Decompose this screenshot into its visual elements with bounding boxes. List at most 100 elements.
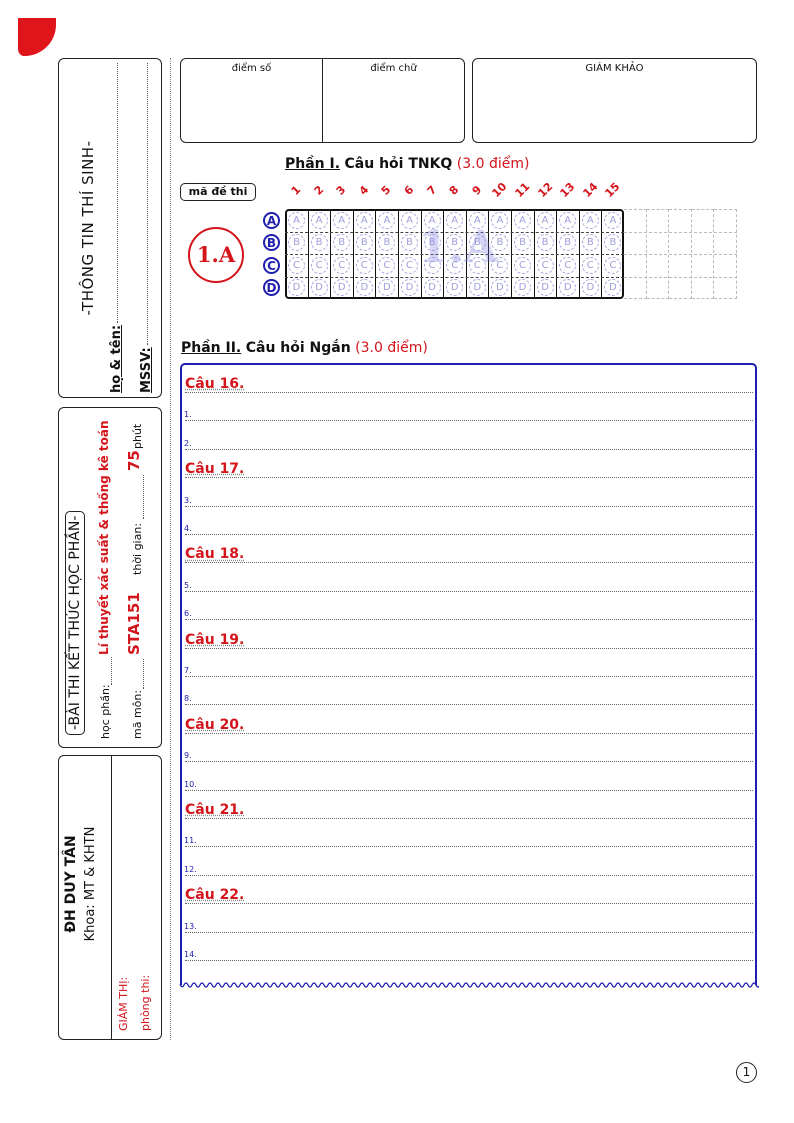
answer-bubble[interactable]: B [559,234,577,251]
answer-bubble[interactable]: A [333,211,351,229]
answer-bubble[interactable]: D [468,279,486,296]
answer-bubble[interactable]: B [491,234,509,251]
answer-line[interactable] [185,562,753,564]
time-unit: phút [131,423,144,449]
part2-title: Phần II. Câu hỏi Ngắn (3.0 điểm) [181,340,428,356]
answer-bubble[interactable]: C [604,256,622,274]
answer-line[interactable] [185,761,753,763]
answer-bubble[interactable]: B [514,234,531,251]
answer-line[interactable] [185,647,753,649]
answer-bubble[interactable]: B [355,234,373,251]
answer-line[interactable] [185,960,753,961]
answer-bubble[interactable]: A [491,211,509,229]
answer-bubble[interactable]: A [536,211,554,229]
answer-bubble[interactable]: A [559,211,577,229]
answer-bubble[interactable]: C [581,256,599,274]
answer-bubble[interactable]: D [401,279,418,296]
answer-bubble[interactable]: A [355,211,373,229]
answer-bubble[interactable]: A [401,211,418,229]
answer-line[interactable] [185,789,753,791]
answer-bubble[interactable]: D [310,279,328,296]
answer-bubble[interactable]: B [446,234,464,251]
answer-bubble[interactable]: D [536,279,554,296]
answer-line[interactable] [185,448,753,450]
answer-bubble[interactable]: D [288,279,305,296]
examiner-label: GIÁM KHẢO [585,63,644,74]
answer-bubble[interactable]: A [604,211,622,229]
answer-bubble[interactable]: A [288,211,305,229]
answer-line[interactable] [185,931,753,933]
answer-bubble[interactable]: A [468,211,486,229]
answer-bubble[interactable]: D [581,279,599,296]
answer-bubble[interactable]: C [401,256,418,274]
answer-line[interactable] [185,874,753,876]
answer-bubble[interactable]: C [559,256,577,274]
id-label: MSSV: [139,347,154,393]
examiner-box: GIÁM KHẢO [472,58,757,143]
answer-bubble[interactable]: C [378,256,396,274]
answer-bubble[interactable]: A [423,211,441,229]
answer-bubble[interactable]: B [401,234,418,251]
answer-bubble[interactable]: B [333,234,351,251]
answer-bubble[interactable]: C [514,256,531,274]
answer-line[interactable] [185,590,753,592]
answer-line[interactable] [185,420,753,422]
answer-bubble[interactable]: C [536,256,554,274]
answer-line[interactable] [185,505,753,507]
answer-bubble[interactable]: B [310,234,328,251]
answer-bubble[interactable]: B [378,234,396,251]
answer-bubble[interactable]: D [378,279,396,296]
candidate-info-title: -THÔNG TIN THÍ SINH- [79,140,97,316]
answer-bubble[interactable]: D [559,279,577,296]
answer-line[interactable] [185,619,753,621]
answer-bubble[interactable]: D [446,279,464,296]
question-number: 3 [333,183,349,198]
score-box: điểm số điểm chữ [180,58,465,143]
answer-line[interactable] [185,534,753,535]
question-number: 12 [535,180,556,201]
line-number: 12. [184,864,197,874]
answer-bubble[interactable]: C [310,256,328,274]
answer-line[interactable] [185,392,753,393]
answer-line[interactable] [185,704,753,706]
answer-bubble[interactable]: B [581,234,599,251]
question-number: 6 [401,183,417,198]
answer-line[interactable] [185,818,753,819]
answer-bubble[interactable]: D [604,279,622,296]
answer-bubble[interactable]: C [288,256,305,274]
answer-bubble[interactable]: B [468,234,486,251]
answer-bubble[interactable]: A [378,211,396,229]
answer-bubble[interactable]: D [423,279,441,296]
answer-bubble[interactable]: A [446,211,464,229]
answer-line[interactable] [185,477,753,479]
answer-bubble[interactable]: B [288,234,305,251]
answer-bubble[interactable]: D [333,279,351,296]
answer-bubble[interactable]: A [581,211,599,229]
answer-line[interactable] [185,903,753,905]
answer-line[interactable] [185,732,753,734]
exam-code-badge: 1.A [188,227,244,283]
answer-bubble[interactable]: C [446,256,464,274]
answer-bubble[interactable]: C [468,256,486,274]
answer-bubble[interactable]: C [355,256,373,274]
answer-bubble[interactable]: D [514,279,531,296]
answer-bubble[interactable]: B [536,234,554,251]
answer-bubble[interactable]: B [604,234,622,251]
id-field[interactable] [147,63,148,345]
question-number: 15 [602,180,623,201]
answer-bubble[interactable]: A [310,211,328,229]
line-number: 4. [184,524,192,533]
answer-line[interactable] [185,846,753,848]
answer-bubble[interactable]: B [423,234,441,251]
answer-bubble[interactable]: C [333,256,351,274]
question-label: Câu 22. [185,887,245,904]
answer-bubble[interactable]: A [514,211,531,229]
answer-bubble[interactable]: C [491,256,509,274]
answer-bubble[interactable]: D [355,279,373,296]
part1-title: Phần I. Câu hỏi TNKQ (3.0 điểm) [285,156,529,172]
divider [111,756,112,1039]
answer-line[interactable] [185,676,753,677]
name-field[interactable] [117,63,118,323]
answer-bubble[interactable]: C [423,256,441,274]
answer-bubble[interactable]: D [491,279,509,296]
